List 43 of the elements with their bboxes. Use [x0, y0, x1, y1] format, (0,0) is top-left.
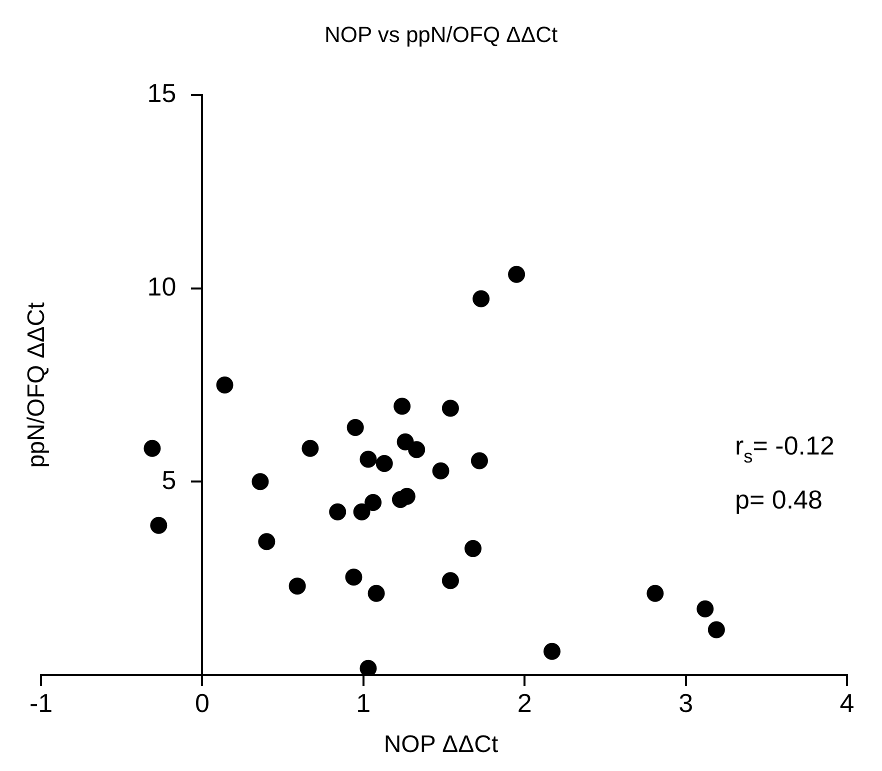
- point: [398, 488, 416, 505]
- x-tick-label: -1: [29, 688, 53, 718]
- x-tick-label: 1: [356, 688, 371, 718]
- annotation: p= 0.48: [735, 484, 822, 515]
- point: [646, 584, 664, 602]
- chart-title: NOP vs ppN/OFQ ΔΔCt: [324, 22, 558, 47]
- point: [442, 572, 459, 590]
- point: [150, 516, 168, 534]
- point: [144, 440, 161, 457]
- point: [708, 621, 725, 638]
- point: [345, 568, 362, 586]
- point: [302, 440, 319, 457]
- point: [696, 600, 714, 618]
- point: [368, 584, 385, 602]
- point: [364, 494, 382, 512]
- point: [432, 462, 450, 480]
- point: [360, 450, 377, 468]
- point: [394, 398, 411, 415]
- y-tick-label: 5: [162, 464, 202, 495]
- x-tick-label: 0: [194, 688, 210, 718]
- point: [472, 290, 490, 308]
- point: [470, 452, 488, 470]
- point: [329, 503, 346, 520]
- x-axis-title: NOP ΔΔCt: [384, 731, 498, 758]
- point: [353, 503, 370, 520]
- y-axis-title: ppN/OFQ ΔΔCt: [23, 302, 50, 468]
- point: [442, 400, 459, 417]
- point: [508, 266, 526, 283]
- point: [464, 540, 482, 558]
- point: [544, 642, 561, 660]
- y-tick-label: 15: [147, 78, 202, 108]
- point: [360, 660, 377, 675]
- x-tick-label: 3: [678, 688, 694, 718]
- point: [258, 533, 276, 550]
- point: [408, 441, 426, 458]
- point: [376, 454, 393, 472]
- x-tick-label: 2: [517, 688, 532, 718]
- point: [288, 578, 306, 595]
- point: [346, 419, 364, 436]
- x-tick-label: 4: [840, 688, 854, 718]
- y-tick-label: 10: [147, 272, 202, 302]
- point: [216, 376, 234, 394]
- point: [252, 473, 269, 490]
